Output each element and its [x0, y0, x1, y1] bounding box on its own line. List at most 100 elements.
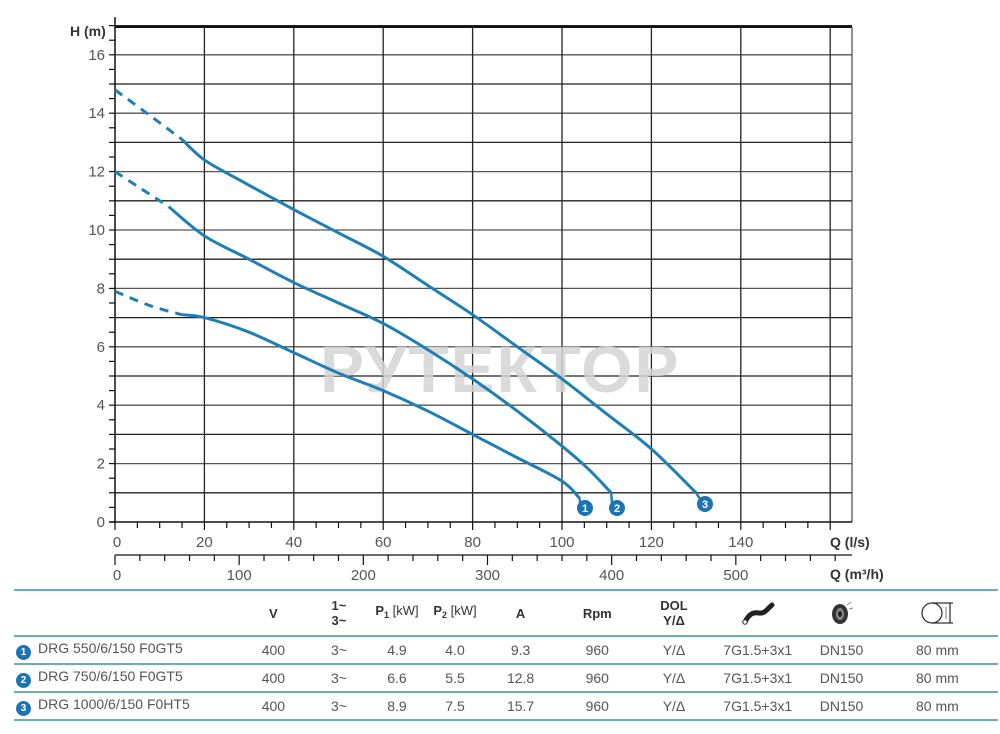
model-cell: 1 DRG 550/6/150 F0GT5 [14, 635, 239, 664]
passage-cell: 80 mm [876, 635, 998, 664]
flange-icon [831, 601, 853, 624]
table-header-row: V 1~ 3~ P1 [kW] P2 [kW] A Rpm DOL Y/Δ [14, 590, 998, 636]
rpm-cell: 960 [555, 663, 639, 692]
header-phase: 1~ 3~ [331, 598, 347, 628]
model-name: DRG 1000/6/150 F0HT5 [38, 696, 190, 712]
model-name: DRG 550/6/150 F0GT5 [38, 640, 183, 656]
voltage-cell: 400 [238, 663, 309, 692]
model-name: DRG 750/6/150 F0GT5 [38, 668, 183, 684]
y-tick-label: 4 [97, 397, 105, 414]
header-outlet [806, 590, 877, 636]
voltage-cell: 400 [238, 691, 309, 721]
row-number-badge: 3 [16, 701, 31, 716]
x-tick-label: 0 [113, 534, 121, 551]
passage-cell: 80 mm [876, 663, 998, 692]
header-start: DOL Y/Δ [660, 598, 688, 628]
svg-text:2: 2 [614, 503, 620, 515]
curve-marker-3: 3 [697, 496, 713, 512]
p1-cell: 8.9 [369, 691, 425, 721]
header-passage [877, 590, 998, 636]
x-axis-title: Q (l/s) [830, 534, 870, 550]
curve-marker-2: 2 [609, 500, 625, 516]
x2-tick-label: 200 [351, 567, 376, 584]
passage-cell: 80 mm [876, 691, 998, 721]
watermark: РУТЕКТОР [320, 332, 681, 406]
row-number-badge: 2 [16, 673, 31, 688]
x2-tick-label: 500 [723, 567, 748, 584]
y-tick-label: 8 [97, 280, 105, 297]
solid-passage-icon [921, 602, 954, 624]
start-cell: Y/Δ [638, 663, 710, 692]
x2-axis-title: Q (m³/h) [830, 566, 884, 582]
x2-tick-label: 400 [599, 567, 624, 584]
outlet-cell: DN150 [806, 635, 877, 664]
current-cell: 9.3 [485, 635, 556, 664]
y-tick-label: 16 [88, 47, 105, 64]
voltage-cell: 400 [238, 635, 309, 664]
p2-cell: 4.0 [424, 635, 486, 664]
header-voltage: V [269, 605, 278, 621]
curve-2 [114, 170, 613, 494]
current-cell: 15.7 [485, 691, 556, 721]
header-current: A [515, 605, 526, 621]
header-model [14, 590, 238, 636]
phase-cell: 3~ [308, 663, 370, 692]
y-tick-label: 10 [88, 222, 105, 239]
curve-3 [114, 88, 698, 494]
cable-cell: 7G1.5+3x1 [709, 663, 807, 692]
start-cell: Y/Δ [638, 691, 710, 721]
curve-markers: 1 2 3 [577, 496, 713, 516]
y-tick-label: 2 [97, 456, 105, 473]
phase-cell: 3~ [308, 635, 370, 664]
x2-tick-label: 100 [227, 567, 252, 584]
spec-table: V 1~ 3~ P1 [kW] P2 [kW] A Rpm DOL Y/Δ 1 DRG… [14, 589, 998, 721]
x2-tick-label: 300 [475, 567, 500, 584]
curve-1 [114, 289, 581, 500]
svg-text:1: 1 [582, 503, 588, 515]
model-cell: 3 DRG 1000/6/150 F0HT5 [14, 691, 239, 721]
header-cable [709, 590, 806, 636]
table-top-rule [236, 589, 998, 591]
x-tick-label: 60 [375, 534, 392, 551]
chart-grid [109, 17, 853, 523]
x-tick-label: 140 [728, 534, 753, 551]
current-cell: 12.8 [485, 663, 556, 692]
y-axis-title: H (m) [70, 23, 106, 39]
row-number-badge: 1 [16, 645, 31, 660]
x-tick-label: 20 [196, 534, 213, 551]
outlet-cell: DN150 [806, 663, 877, 692]
y-tick-label: 0 [97, 514, 105, 531]
curve-marker-1: 1 [577, 500, 593, 516]
svg-text:3: 3 [702, 499, 708, 511]
cable-icon [742, 602, 775, 625]
header-p2: P2 [kW] [433, 603, 477, 620]
rpm-cell: 960 [555, 691, 639, 721]
rpm-cell: 960 [555, 635, 639, 664]
p2-cell: 5.5 [424, 663, 486, 692]
p1-cell: 6.6 [369, 663, 425, 692]
header-p1: P1 [kW] [375, 603, 419, 620]
y-tick-label: 12 [88, 164, 105, 181]
x2-tick-label: 0 [113, 567, 121, 584]
cable-cell: 7G1.5+3x1 [709, 635, 807, 664]
phase-cell: 3~ [308, 691, 370, 721]
y-tick-label: 6 [97, 339, 105, 356]
x-tick-label: 120 [639, 534, 664, 551]
x-tick-label: 80 [464, 534, 481, 551]
outlet-cell: DN150 [806, 691, 877, 721]
cable-cell: 7G1.5+3x1 [709, 691, 807, 721]
start-cell: Y/Δ [638, 635, 710, 664]
table-row: 3 DRG 1000/6/150 F0HT5 400 3~ 8.9 7.5 15.… [14, 691, 998, 721]
curves [114, 88, 702, 504]
x-tick-label: 40 [285, 534, 302, 551]
model-cell: 2 DRG 750/6/150 F0GT5 [14, 663, 239, 692]
p2-cell: 7.5 [424, 691, 486, 721]
p1-cell: 4.9 [369, 635, 425, 664]
y-tick-label: 14 [88, 105, 105, 122]
x-tick-label: 100 [549, 534, 574, 551]
header-rpm: Rpm [582, 605, 612, 621]
table-row: 2 DRG 750/6/150 F0GT5 400 3~ 6.6 5.5 12.8… [14, 663, 998, 692]
table-row: 1 DRG 550/6/150 F0GT5 400 3~ 4.9 4.0 9.3 … [14, 635, 998, 664]
